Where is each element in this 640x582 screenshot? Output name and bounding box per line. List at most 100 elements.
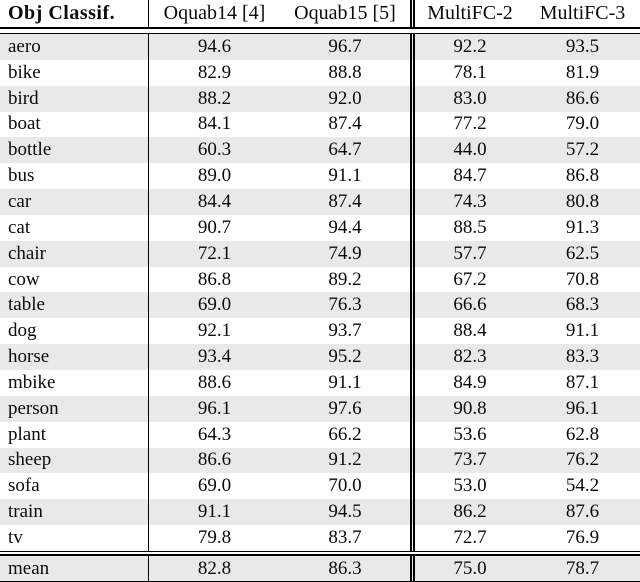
cell-value: 76.3 xyxy=(328,294,362,316)
cell-value: 66.6 xyxy=(410,292,525,319)
cell-value: 83.0 xyxy=(410,85,525,112)
cell-value: 62.8 xyxy=(565,423,600,445)
cell-value: 93.4 xyxy=(148,344,280,370)
cell-value: 81.9 xyxy=(565,61,600,83)
row-label: person xyxy=(8,397,59,419)
cell-value: 84.7 xyxy=(410,163,525,190)
cell-value: 69.0 xyxy=(148,292,280,319)
row-label: sofa xyxy=(8,475,40,497)
cell-value: 87.4 xyxy=(328,113,362,135)
row-label: bottle xyxy=(8,139,52,161)
header-double-rule xyxy=(0,27,640,34)
cell-value: 88.8 xyxy=(328,61,362,83)
row-label: mbike xyxy=(8,371,56,393)
cell-value: 83.3 xyxy=(565,346,600,368)
table-row: aero 94.6 96.7 92.2 93.5 xyxy=(0,34,640,60)
cell-value: 97.6 xyxy=(328,397,362,419)
cell-value: 90.7 xyxy=(148,214,280,241)
cell-value: 82.9 xyxy=(148,59,280,86)
table-row: chair 72.1 74.9 57.7 62.5 xyxy=(0,240,640,267)
cell-value: 77.2 xyxy=(410,111,525,138)
table-row: plant 64.3 66.2 53.6 62.8 xyxy=(0,421,640,448)
cell-value: 86.8 xyxy=(565,165,600,187)
header-multifc-3: MultiFC-3 xyxy=(539,2,626,24)
cell-value: 94.4 xyxy=(328,216,362,238)
row-label: aero xyxy=(8,35,41,57)
cell-value: 86.3 xyxy=(328,557,362,579)
header-multifc-2: MultiFC-2 xyxy=(410,0,525,27)
table-row: mbike 88.6 91.1 84.9 87.1 xyxy=(0,369,640,396)
cell-value: 62.5 xyxy=(565,242,600,264)
row-label: horse xyxy=(8,346,50,368)
cell-value: 75.0 xyxy=(410,556,525,581)
cell-value: 95.2 xyxy=(328,346,362,368)
cell-value: 80.8 xyxy=(565,190,600,212)
cell-value: 53.0 xyxy=(410,473,525,500)
cell-value: 68.3 xyxy=(565,294,600,316)
cell-value: 91.1 xyxy=(565,320,600,342)
cell-value: 91.2 xyxy=(328,449,362,471)
cell-value: 76.9 xyxy=(565,526,600,548)
cell-value: 84.4 xyxy=(148,189,280,215)
cell-value: 94.5 xyxy=(328,501,362,523)
cell-value: 76.2 xyxy=(565,449,600,471)
cell-value: 78.7 xyxy=(565,557,600,579)
cell-value: 66.2 xyxy=(328,423,362,445)
cell-value: 94.6 xyxy=(148,34,280,60)
cell-value: 86.2 xyxy=(410,499,525,526)
cell-value: 88.5 xyxy=(410,214,525,241)
cell-value: 84.1 xyxy=(148,111,280,138)
row-label: bike xyxy=(8,61,41,83)
cell-value: 93.7 xyxy=(328,320,362,342)
table-row: tv 79.8 83.7 72.7 76.9 xyxy=(0,525,640,551)
cell-value: 93.5 xyxy=(565,35,600,57)
table-row: cat 90.7 94.4 88.5 91.3 xyxy=(0,214,640,241)
cell-value: 96.1 xyxy=(565,397,600,419)
cell-value: 92.2 xyxy=(410,34,525,60)
cell-value: 70.0 xyxy=(328,475,362,497)
cell-value: 82.3 xyxy=(410,344,525,370)
cell-value: 89.2 xyxy=(328,268,362,290)
row-label: train xyxy=(8,501,43,523)
table-row: sheep 86.6 91.2 73.7 76.2 xyxy=(0,447,640,474)
cell-value: 86.8 xyxy=(148,266,280,293)
cell-value: 91.1 xyxy=(328,371,362,393)
cell-value: 86.6 xyxy=(148,447,280,474)
cell-value: 64.7 xyxy=(328,139,362,161)
row-label: mean xyxy=(8,557,50,579)
cell-value: 87.1 xyxy=(565,371,600,393)
cell-value: 83.7 xyxy=(328,526,362,548)
cell-value: 86.6 xyxy=(565,87,600,109)
table-row: bike 82.9 88.8 78.1 81.9 xyxy=(0,59,640,86)
cell-value: 90.8 xyxy=(410,395,525,422)
cell-value: 70.8 xyxy=(565,268,600,290)
cell-value: 88.4 xyxy=(410,318,525,345)
table-row: bottle 60.3 64.7 44.0 57.2 xyxy=(0,137,640,164)
cell-value: 57.7 xyxy=(410,240,525,267)
header-oquab14: Oquab14 [4] xyxy=(148,0,280,27)
cell-value: 87.6 xyxy=(565,501,600,523)
header-obj-classif: Obj Classif. xyxy=(8,2,116,24)
cell-value: 67.2 xyxy=(410,266,525,293)
cell-value: 91.3 xyxy=(565,216,600,238)
row-label: bird xyxy=(8,87,39,109)
table-row: bus 89.0 91.1 84.7 86.8 xyxy=(0,163,640,190)
cell-value: 69.0 xyxy=(148,473,280,500)
cell-value: 53.6 xyxy=(410,421,525,448)
cell-value: 57.2 xyxy=(565,139,600,161)
row-label: chair xyxy=(8,242,46,264)
cell-value: 96.1 xyxy=(148,395,280,422)
table-row: train 91.1 94.5 86.2 87.6 xyxy=(0,499,640,526)
cell-value: 74.9 xyxy=(328,242,362,264)
table-row: horse 93.4 95.2 82.3 83.3 xyxy=(0,344,640,370)
cell-value: 92.1 xyxy=(148,318,280,345)
cell-value: 82.8 xyxy=(148,556,280,581)
row-label: cow xyxy=(8,268,40,290)
row-label: bus xyxy=(8,165,35,187)
row-label: dog xyxy=(8,320,37,342)
row-label: sheep xyxy=(8,449,52,471)
cell-value: 72.1 xyxy=(148,240,280,267)
row-label: boat xyxy=(8,113,41,135)
table-row: bird 88.2 92.0 83.0 86.6 xyxy=(0,85,640,112)
